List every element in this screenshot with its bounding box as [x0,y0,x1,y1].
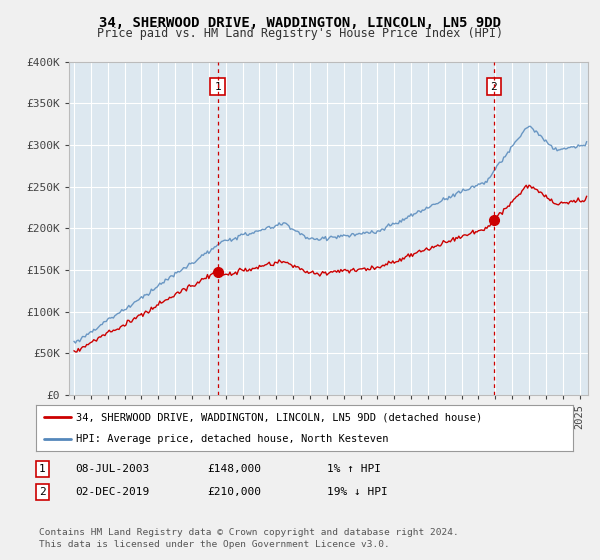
Text: This data is licensed under the Open Government Licence v3.0.: This data is licensed under the Open Gov… [39,540,390,549]
Text: 2: 2 [39,487,46,497]
Text: 1: 1 [39,464,46,474]
Text: Price paid vs. HM Land Registry's House Price Index (HPI): Price paid vs. HM Land Registry's House … [97,27,503,40]
Text: 34, SHERWOOD DRIVE, WADDINGTON, LINCOLN, LN5 9DD (detached house): 34, SHERWOOD DRIVE, WADDINGTON, LINCOLN,… [76,412,482,422]
Text: 1% ↑ HPI: 1% ↑ HPI [327,464,381,474]
Text: 08-JUL-2003: 08-JUL-2003 [75,464,149,474]
Text: £210,000: £210,000 [207,487,261,497]
Text: 1: 1 [214,82,221,92]
Text: 34, SHERWOOD DRIVE, WADDINGTON, LINCOLN, LN5 9DD: 34, SHERWOOD DRIVE, WADDINGTON, LINCOLN,… [99,16,501,30]
Text: £148,000: £148,000 [207,464,261,474]
Text: HPI: Average price, detached house, North Kesteven: HPI: Average price, detached house, Nort… [76,435,389,444]
Text: 2: 2 [491,82,497,92]
Text: Contains HM Land Registry data © Crown copyright and database right 2024.: Contains HM Land Registry data © Crown c… [39,528,459,536]
Text: 02-DEC-2019: 02-DEC-2019 [75,487,149,497]
Text: 19% ↓ HPI: 19% ↓ HPI [327,487,388,497]
